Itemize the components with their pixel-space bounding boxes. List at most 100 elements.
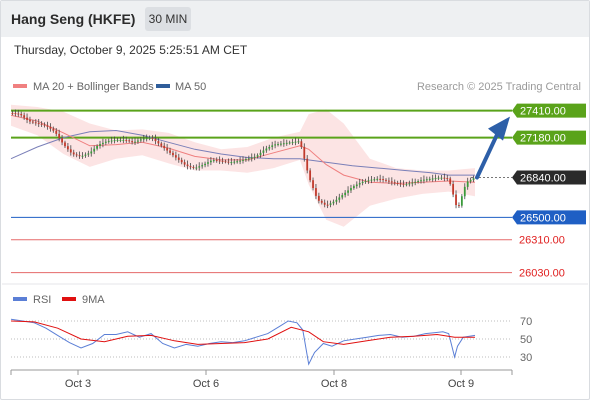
- candle-body: [303, 146, 306, 159]
- forecast-arrow-shaft: [475, 130, 500, 180]
- candle-body: [364, 181, 367, 183]
- candle-body: [355, 184, 358, 187]
- candle-body: [280, 143, 282, 145]
- x-tick-label: Oct 8: [321, 378, 347, 390]
- candle-body: [116, 139, 119, 141]
- candle-body: [350, 188, 352, 191]
- timeframe-badge[interactable]: 30 MIN: [145, 7, 191, 31]
- candle-body: [104, 141, 107, 143]
- candle-body: [93, 148, 96, 152]
- candle-body: [52, 128, 55, 131]
- candle-body: [113, 140, 116, 142]
- candle-body: [262, 150, 265, 153]
- candle-body: [332, 201, 335, 204]
- candle-body: [420, 180, 422, 182]
- candle-body: [282, 143, 285, 145]
- level-label-support: 26310.00: [519, 235, 565, 247]
- candle-body: [256, 155, 259, 157]
- candle-body: [169, 150, 171, 153]
- candle-body: [40, 123, 43, 125]
- bollinger-fill: [11, 104, 475, 227]
- candle-body: [335, 199, 338, 202]
- candle-body: [87, 153, 90, 155]
- candle-body: [245, 159, 247, 161]
- research-credit: Research © 2025 Trading Central: [417, 81, 581, 93]
- candle-body: [405, 184, 408, 186]
- candle-body: [393, 182, 396, 184]
- candle-body: [399, 183, 402, 185]
- rsi-panel: 70 50 30: [10, 316, 532, 366]
- candle-body: [17, 113, 20, 115]
- candle-body: [172, 152, 174, 156]
- candle-body: [408, 183, 411, 185]
- candle-body: [259, 152, 262, 156]
- candle-body: [23, 115, 26, 118]
- price-candles: [11, 109, 475, 209]
- candle-body: [306, 158, 309, 171]
- candle-body: [347, 190, 349, 193]
- candle-body: [227, 161, 230, 163]
- candle-body: [207, 162, 209, 164]
- candle-body: [183, 162, 186, 165]
- candle-body: [49, 126, 52, 129]
- candle-body: [271, 145, 274, 147]
- candle-body: [14, 113, 17, 115]
- ma50-legend-swatch: [156, 84, 170, 88]
- candle-body: [402, 183, 405, 185]
- candle-body: [137, 140, 139, 142]
- candle-body: [434, 178, 437, 180]
- candle-body: [198, 166, 201, 168]
- candle-body: [320, 200, 323, 203]
- price-levels: [11, 109, 512, 274]
- candle-body: [242, 159, 244, 161]
- candle-body: [37, 123, 40, 125]
- candle-body: [186, 164, 189, 167]
- candle-body: [291, 142, 294, 144]
- candle-body: [338, 197, 341, 200]
- rsi-legend-label: RSI: [33, 294, 51, 306]
- level-label-resistance: 27410.00: [520, 106, 566, 118]
- candle-body: [174, 155, 177, 158]
- rsi-tick-label: 50: [520, 334, 532, 346]
- candle-body: [43, 124, 46, 126]
- candle-body: [423, 179, 425, 181]
- candle-body: [370, 179, 373, 181]
- candle-body: [148, 137, 151, 139]
- candle-body: [230, 162, 233, 164]
- candle-body: [253, 156, 256, 158]
- candle-body: [160, 143, 163, 146]
- candle-body: [209, 160, 212, 163]
- candle-body: [131, 141, 134, 143]
- candle-body: [215, 160, 218, 162]
- candle-body: [358, 182, 361, 185]
- candle-body: [379, 178, 382, 180]
- ma20-legend-swatch: [13, 84, 27, 88]
- rsi-tick-label: 30: [520, 352, 532, 364]
- candle-body: [157, 141, 160, 144]
- candle-body: [145, 138, 148, 140]
- candle-body: [20, 113, 23, 116]
- candle-body: [437, 177, 440, 179]
- candle-body: [294, 141, 297, 143]
- candle-body: [102, 142, 104, 145]
- x-axis: Oct 3 Oct 6 Oct 8 Oct 9: [10, 369, 513, 390]
- candle-body: [192, 166, 195, 168]
- level-tag-pivot: [512, 210, 586, 225]
- candle-body: [285, 142, 288, 144]
- candle-body: [326, 204, 329, 206]
- candle-body: [247, 158, 250, 160]
- candle-body: [61, 138, 63, 143]
- candle-body: [265, 148, 268, 151]
- candle-body: [163, 145, 166, 149]
- candle-body: [31, 121, 34, 123]
- candle-body: [390, 181, 393, 183]
- candle-body: [75, 154, 78, 156]
- candle-body: [142, 138, 145, 140]
- candle-body: [309, 170, 312, 181]
- candle-body: [396, 182, 399, 184]
- candle-body: [81, 155, 84, 157]
- candle-body: [428, 178, 431, 180]
- candle-body: [417, 181, 419, 183]
- forecast-arrow: [475, 116, 510, 180]
